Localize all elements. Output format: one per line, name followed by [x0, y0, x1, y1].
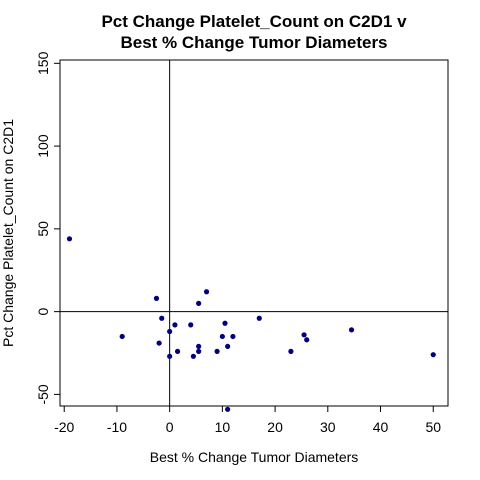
data-point	[188, 322, 194, 328]
data-point	[167, 353, 173, 359]
y-axis-label: Pct Change Platelet_Count on C2D1	[0, 119, 16, 347]
y-tick-label: -50	[35, 384, 51, 404]
data-point	[203, 289, 210, 295]
data-point	[66, 236, 73, 242]
data-point	[222, 320, 228, 326]
data-point	[159, 315, 165, 321]
data-point	[288, 348, 294, 354]
data-point	[301, 332, 307, 338]
x-tick-label: 0	[166, 419, 174, 435]
data-point	[214, 348, 220, 354]
x-tick-label: 40	[373, 419, 389, 435]
data-point	[225, 406, 231, 412]
data-point	[304, 337, 310, 343]
plot-frame	[59, 59, 449, 407]
reference-lines	[60, 60, 448, 406]
data-point	[190, 353, 196, 359]
x-tick-label: 10	[215, 419, 231, 435]
data-point	[430, 352, 436, 358]
data-point	[196, 343, 202, 350]
y-tick-label: 150	[35, 51, 51, 75]
data-point	[153, 295, 160, 301]
data-point	[119, 333, 125, 340]
x-axis: -20 -10 0 10 20 30 40 50	[54, 405, 441, 435]
data-point	[348, 327, 355, 333]
data-point	[172, 322, 178, 328]
chart-title-line-1: Pct Change Platelet_Count on C2D1 v	[101, 12, 407, 31]
x-tick-label: 20	[267, 419, 283, 435]
data-point	[156, 340, 162, 346]
data-point	[167, 328, 173, 335]
chart-title-line-2: Best % Change Tumor Diameters	[120, 33, 387, 52]
data-point	[196, 300, 202, 306]
data-point	[225, 343, 231, 350]
x-tick-label: -10	[107, 419, 127, 435]
data-point	[196, 348, 202, 354]
y-tick-label: 50	[35, 221, 51, 237]
data-point	[256, 315, 262, 321]
data-point	[230, 333, 236, 340]
x-tick-label: 30	[320, 419, 336, 435]
x-axis-label: Best % Change Tumor Diameters	[150, 449, 359, 465]
x-tick-label: 50	[425, 419, 441, 435]
data-point	[174, 348, 181, 354]
data-points	[66, 236, 436, 412]
y-tick-label: 100	[35, 134, 51, 158]
y-tick-label: 0	[35, 308, 51, 316]
data-point	[219, 333, 225, 340]
x-tick-label: -20	[54, 419, 74, 435]
y-axis: -50 0 50 100 150	[35, 51, 61, 405]
